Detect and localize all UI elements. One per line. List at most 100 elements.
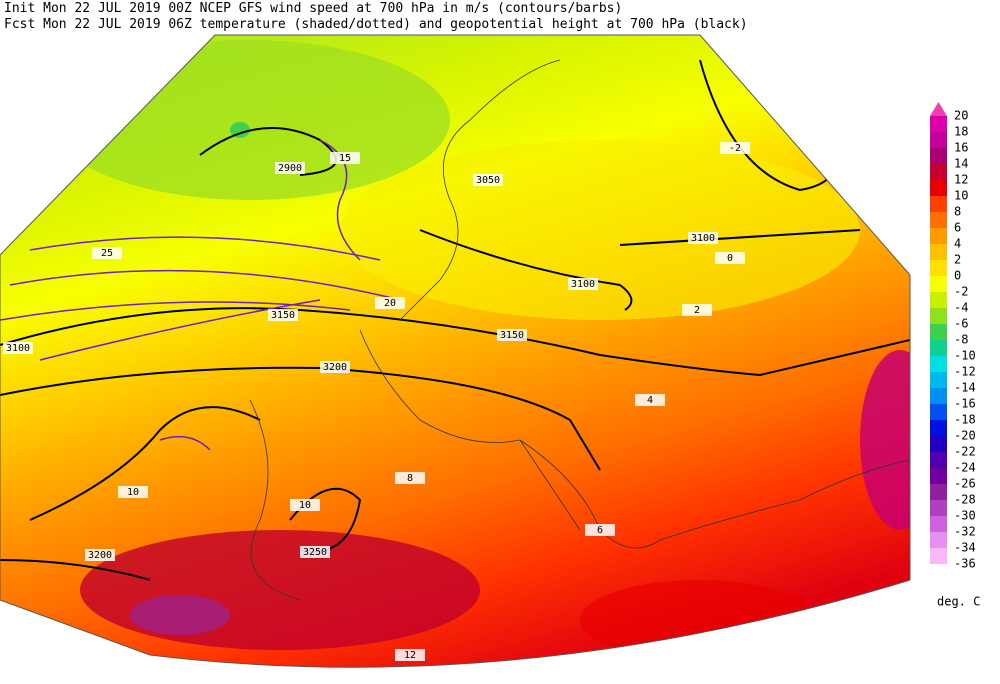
colorbar-label: 6 <box>954 221 961 235</box>
contour-label-bg <box>473 174 503 186</box>
colorbar-label: -36 <box>954 557 976 571</box>
colorbar-bin <box>930 228 947 244</box>
colorbar-bin <box>930 548 947 564</box>
colorbar-bin <box>930 516 947 532</box>
colorbar-bin <box>930 500 947 516</box>
contour-label: 3100 <box>691 233 715 244</box>
contour-label: 25 <box>101 248 113 259</box>
colorbar-bin <box>930 180 947 196</box>
wind-contours <box>0 139 401 451</box>
colorbar-bin <box>930 308 947 324</box>
colorbar-label: 14 <box>954 157 968 171</box>
colorbar-bin <box>930 340 947 356</box>
colorbar-label: -14 <box>954 381 976 395</box>
colorbar-bin <box>930 420 947 436</box>
contour-label-bg <box>688 232 718 244</box>
colorbar-over <box>930 102 947 116</box>
contour-label-bg <box>118 486 148 498</box>
contour-label-bg <box>715 252 745 264</box>
contour-label: 4 <box>647 395 653 406</box>
contour-label: 3200 <box>88 550 112 561</box>
colorbar-bin <box>930 372 947 388</box>
colorbar-bin <box>930 292 947 308</box>
colorbar-bin <box>930 388 947 404</box>
contour-label: 3200 <box>323 362 347 373</box>
colorbar-bin <box>930 260 947 276</box>
contour-label: 10 <box>299 500 311 511</box>
colorbar-bin <box>930 244 947 260</box>
colorbar-label: -34 <box>954 541 976 555</box>
contour-label-bg <box>290 499 320 511</box>
contour-label-bg <box>85 549 115 561</box>
contour-labels: 2900 3050 3100 3100 3150 3150 3200 3200 3250 3100… <box>3 142 750 661</box>
colorbar-label: 10 <box>954 189 968 203</box>
contour-label: 2 <box>694 305 700 316</box>
warm-area <box>80 530 480 650</box>
colorbar-label: -12 <box>954 365 976 379</box>
colorbar-bin <box>930 196 947 212</box>
contour-label-bg <box>720 142 750 154</box>
colorbar-bin <box>930 468 947 484</box>
contour-label-bg <box>568 278 598 290</box>
colorbar-bin <box>930 404 947 420</box>
colorbar-label: 18 <box>954 125 968 139</box>
contour-label-bg <box>497 329 527 341</box>
contour-label-bg <box>585 524 615 536</box>
coastlines <box>249 59 910 601</box>
contour-label: 0 <box>727 253 733 264</box>
contour-label: 10 <box>127 487 139 498</box>
contour-label-bg <box>268 309 298 321</box>
contour-label: 3150 <box>271 310 295 321</box>
contour-label-bg <box>92 247 122 259</box>
warm-east <box>580 580 820 660</box>
colorbar-label: -28 <box>954 493 976 507</box>
contour-label: 3100 <box>6 343 30 354</box>
colorbar-label: -22 <box>954 445 976 459</box>
colorbar-label: -6 <box>954 317 968 331</box>
contour-label-bg <box>682 304 712 316</box>
yellow-area <box>340 140 860 320</box>
map <box>0 35 910 668</box>
hot-core <box>130 595 230 635</box>
contour-label: 3150 <box>500 330 524 341</box>
contour-label: 20 <box>384 298 396 309</box>
colorbar-bin <box>930 324 947 340</box>
colorbar-bin <box>930 484 947 500</box>
colorbar-label: -32 <box>954 525 976 539</box>
contour-label: 15 <box>339 153 351 164</box>
colorbar: 20181614121086420-2-4-6-8-10-12-14-16-18… <box>930 102 976 571</box>
colorbar-label: -2 <box>954 285 968 299</box>
colorbar-units: deg. C <box>937 595 980 609</box>
colorbar-label: -20 <box>954 429 976 443</box>
contour-label-bg <box>395 649 425 661</box>
contour-label: 8 <box>407 473 413 484</box>
colorbar-label: 8 <box>954 205 961 219</box>
colorbar-label: 12 <box>954 173 968 187</box>
colorbar-label: 4 <box>954 237 961 251</box>
colorbar-bin <box>930 148 947 164</box>
colorbar-label: -18 <box>954 413 976 427</box>
contour-label-bg <box>300 546 330 558</box>
contour-label-bg <box>320 361 350 373</box>
cold-area <box>50 40 450 200</box>
contour-label: 2900 <box>278 163 302 174</box>
colorbar-label: -4 <box>954 301 968 315</box>
hot-east <box>860 350 910 530</box>
colorbar-label: -10 <box>954 349 976 363</box>
colorbar-label: 16 <box>954 141 968 155</box>
header-line1: Init Mon 22 JUL 2019 00Z NCEP GFS wind s… <box>4 1 622 16</box>
contour-label-bg <box>395 472 425 484</box>
colorbar-bin <box>930 436 947 452</box>
cold-core <box>230 122 250 138</box>
colorbar-bin <box>930 212 947 228</box>
colorbar-bin <box>930 356 947 372</box>
contour-label-bg <box>635 394 665 406</box>
colorbar-label: 0 <box>954 269 961 283</box>
domain-border <box>0 34 911 668</box>
contour-label: 3250 <box>303 547 327 558</box>
colorbar-bin <box>930 532 947 548</box>
contour-label: 3100 <box>571 279 595 290</box>
colorbar-label: -8 <box>954 333 968 347</box>
contour-label-bg <box>3 342 33 354</box>
